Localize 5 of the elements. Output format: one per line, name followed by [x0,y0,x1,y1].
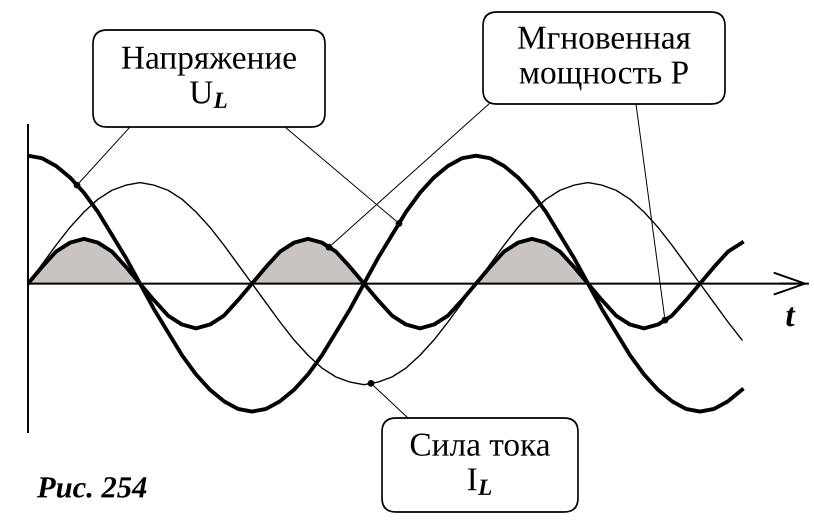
x-axis-title: t [786,307,796,326]
text: Рис. 254 [36,477,146,498]
legend-label: Сила тока I$_{L}$ [410,434,550,495]
text: Напряжение U$_{L}$ [122,46,296,108]
text: Мгновенная мощность P [518,26,690,90]
